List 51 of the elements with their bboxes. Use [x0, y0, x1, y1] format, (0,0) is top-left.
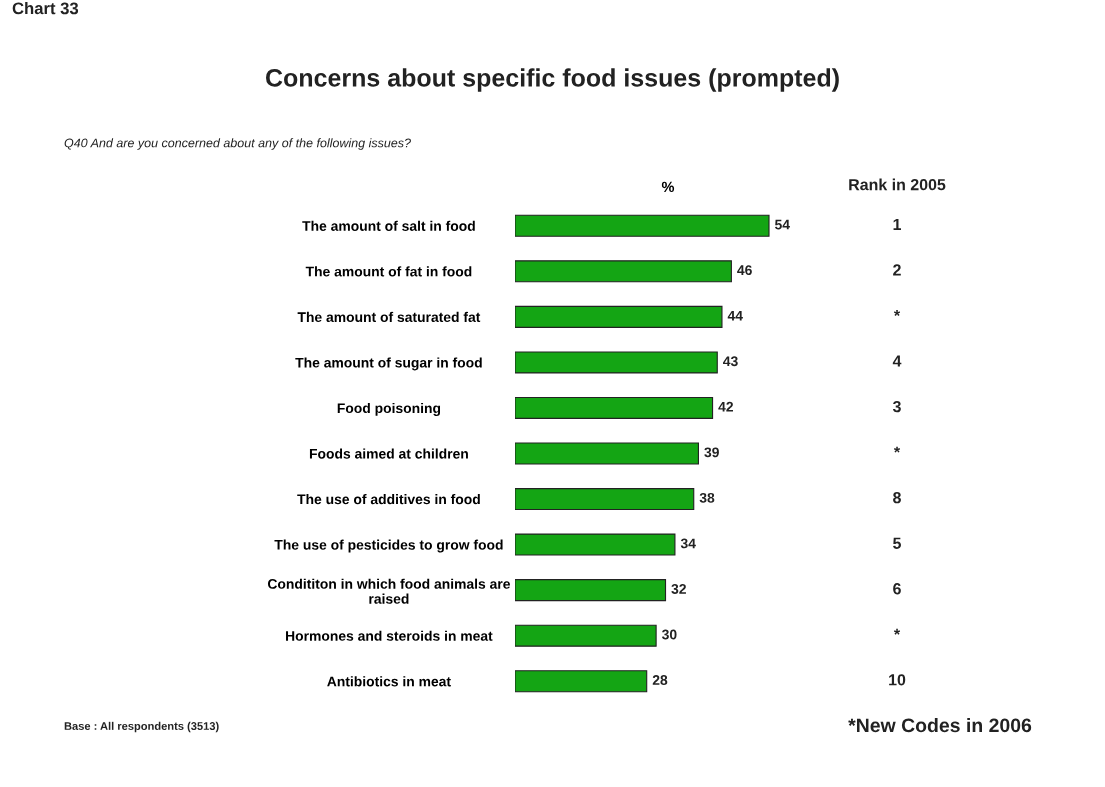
bar [515, 670, 648, 693]
bar [515, 260, 732, 283]
text: 5 [893, 537, 901, 549]
bar [515, 624, 657, 647]
chart-title: Concerns about specific food issues (prompted) [266, 68, 839, 92]
bar [515, 396, 714, 419]
text: 8 [893, 492, 901, 504]
y-tick-label: Antibiotics in meat [327, 676, 451, 687]
text: 1 [893, 218, 901, 230]
bar [515, 351, 718, 374]
text: * [893, 446, 901, 453]
bar [515, 214, 770, 237]
bar [515, 488, 695, 511]
bar [515, 533, 676, 556]
text: 2 [893, 264, 901, 276]
data-label: 46 [737, 265, 752, 276]
y-tick-label: The amount of sugar in food [295, 357, 482, 371]
bar [515, 442, 699, 465]
caption: Chart 33 [12, 2, 79, 15]
data-label: 28 [652, 675, 668, 685]
data-label: 32 [671, 584, 686, 594]
text: 6 [893, 583, 901, 595]
y-tick-label: The use of pesticides to grow food [274, 539, 503, 553]
y-tick-label: Foods aimed at children [309, 448, 468, 459]
y-tick-label: The amount of fat in food [305, 266, 472, 277]
text: 4 [892, 355, 902, 367]
data-label: 43 [723, 356, 738, 367]
y-tick-label: The use of additives in food [297, 494, 480, 505]
y-tick-label: Condititon in which food animals are raised [267, 578, 510, 604]
data-label: 54 [774, 219, 790, 230]
y-tick-label: Food poisoning [337, 402, 441, 416]
text: Q40 And are you concerned about any of the following issues? [64, 138, 411, 150]
y-tick-label: The amount of saturated fat [297, 311, 481, 323]
text: 10 [889, 674, 906, 686]
bar [515, 579, 667, 602]
y-tick-label: The amount of salt in food [302, 220, 475, 231]
data-label: 38 [699, 492, 715, 503]
data-label: 34 [680, 538, 696, 549]
data-label: 42 [718, 401, 733, 412]
y-tick-label: Hormones and steroids in meat [286, 630, 493, 641]
text: * [893, 310, 901, 316]
data-label: 39 [704, 447, 719, 458]
data-label: 30 [661, 629, 677, 640]
text: 3 [892, 400, 901, 413]
text: Base : All respondents (3513) [64, 721, 219, 733]
text: * [893, 628, 901, 635]
text: Rank in 2005 [849, 178, 946, 191]
text: *New Codes in 2006 [848, 717, 1032, 733]
x-axis-title: % [661, 181, 675, 192]
bar [515, 305, 723, 328]
data-label: 44 [727, 310, 743, 321]
